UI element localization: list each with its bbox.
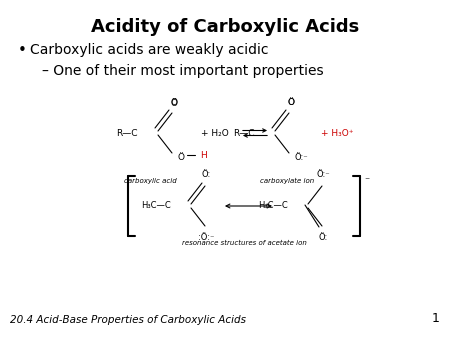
Text: Ö:: Ö:	[319, 233, 328, 242]
Text: carboxylic acid: carboxylic acid	[124, 178, 176, 184]
Text: R—C: R—C	[116, 128, 138, 138]
Text: O: O	[288, 98, 294, 107]
Text: :Ö:⁻: :Ö:⁻	[198, 233, 214, 242]
Text: Ö:⁻: Ö:⁻	[316, 170, 330, 179]
Text: Ö: Ö	[171, 99, 177, 108]
Text: Carboxylic acids are weakly acidic: Carboxylic acids are weakly acidic	[30, 43, 269, 57]
Text: Acidity of Carboxylic Acids: Acidity of Carboxylic Acids	[91, 18, 359, 36]
Text: H₃C—C: H₃C—C	[258, 201, 288, 211]
Text: O: O	[171, 98, 177, 107]
Text: – One of their most important properties: – One of their most important properties	[42, 64, 324, 78]
Text: resonance structures of acetate ion: resonance structures of acetate ion	[181, 240, 306, 246]
Text: 20.4 Acid-Base Properties of Carboxylic Acids: 20.4 Acid-Base Properties of Carboxylic …	[10, 315, 246, 325]
Text: + H₂O: + H₂O	[201, 128, 229, 138]
Text: Ö:⁻: Ö:⁻	[294, 152, 308, 162]
Text: 1: 1	[432, 312, 440, 325]
Text: H₃C—C: H₃C—C	[141, 201, 171, 211]
Text: H: H	[200, 150, 207, 160]
Text: Ö:: Ö:	[202, 170, 211, 179]
Text: Ö: Ö	[177, 152, 184, 162]
Text: carboxylate ion: carboxylate ion	[260, 178, 314, 184]
Text: + H₃O⁺: + H₃O⁺	[321, 128, 353, 138]
Text: R—C: R—C	[233, 128, 255, 138]
Text: Ö: Ö	[288, 98, 294, 107]
Text: ⁻: ⁻	[364, 176, 369, 186]
Text: •: •	[18, 43, 27, 58]
